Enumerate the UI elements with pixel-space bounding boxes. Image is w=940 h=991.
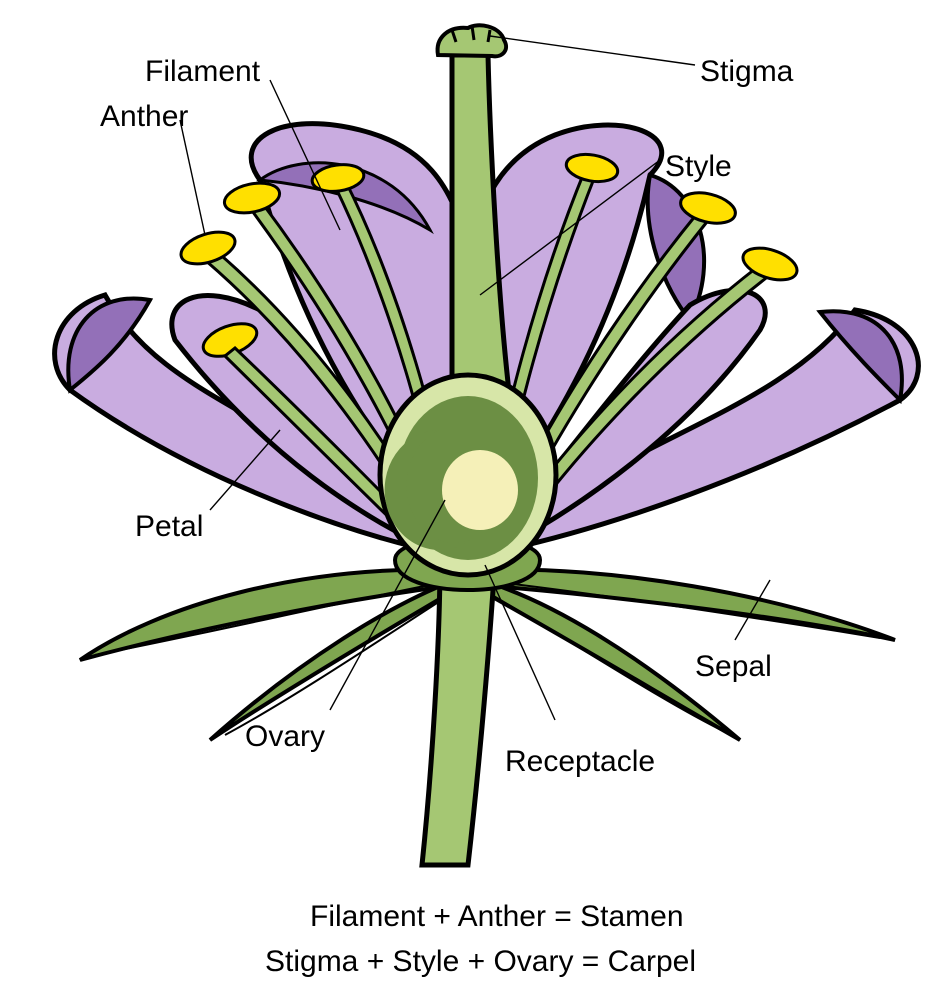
label-ovary: Ovary <box>245 720 325 754</box>
equation-stamen: Filament + Anther = Stamen <box>310 900 684 934</box>
label-receptacle: Receptacle <box>505 745 655 779</box>
label-stigma: Stigma <box>700 55 793 89</box>
label-anther: Anther <box>100 100 188 134</box>
label-sepal: Sepal <box>695 650 772 684</box>
label-filament: Filament <box>145 55 260 89</box>
label-petal: Petal <box>135 510 203 544</box>
label-style: Style <box>665 150 732 184</box>
ovary-inner <box>442 450 518 530</box>
equation-carpel: Stigma + Style + Ovary = Carpel <box>265 945 696 979</box>
